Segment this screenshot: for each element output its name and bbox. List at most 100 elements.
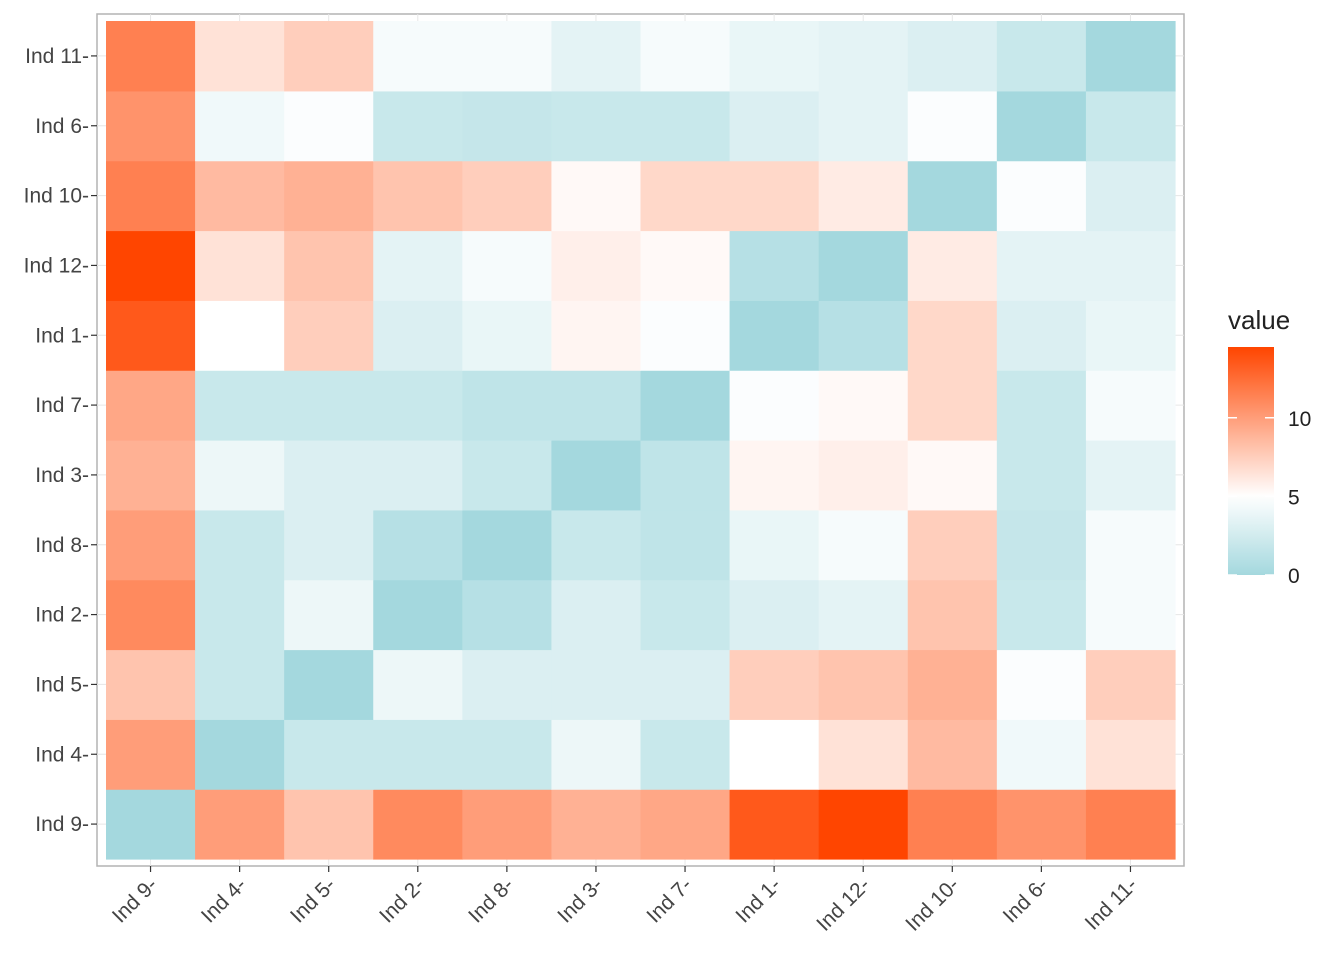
heatmap-cell	[106, 719, 196, 790]
heatmap-cell	[106, 440, 196, 511]
heatmap-cell	[284, 230, 374, 301]
heatmap-cell	[373, 21, 463, 92]
heatmap-cell	[106, 509, 196, 581]
heatmap-cell	[195, 370, 285, 441]
heatmap-cell	[1085, 649, 1176, 720]
heatmap-cell	[907, 579, 998, 651]
heatmap-cell	[1085, 300, 1176, 371]
heatmap-cell	[551, 300, 642, 371]
heatmap-cell	[640, 90, 731, 162]
heatmap-cell	[195, 649, 285, 720]
heatmap-cell	[1085, 21, 1176, 92]
heatmap-cell	[729, 160, 820, 232]
heatmap-cell	[373, 160, 463, 232]
heatmap-cell	[373, 370, 463, 441]
x-axis: Ind 9- Ind 4- Ind 5- Ind 2- Ind 8- Ind 3- Ind …	[108, 866, 1142, 936]
heatmap-cell	[640, 370, 731, 441]
heatmap-cell	[195, 579, 285, 651]
heatmap-cell	[106, 230, 196, 301]
x-tick-label: Ind 10-	[901, 873, 964, 936]
y-tick-label: Ind 4-	[35, 743, 89, 766]
heatmap-cell	[729, 370, 820, 441]
heatmap-cell	[1085, 509, 1176, 581]
heatmap-cell	[640, 230, 731, 301]
heatmap-cell	[729, 789, 820, 860]
heatmap-cell	[818, 230, 909, 301]
heatmap-cell	[729, 300, 820, 371]
heatmap-cell	[462, 370, 553, 441]
heatmap-cell	[996, 440, 1087, 511]
y-tick-label: Ind 9-	[35, 813, 89, 836]
x-tick-label: Ind 6-	[999, 873, 1053, 927]
legend: value 0 5 10	[1228, 305, 1311, 588]
y-tick-label: Ind 11-	[25, 45, 89, 68]
heatmap-cell	[551, 370, 642, 441]
heatmap-cell	[462, 719, 553, 790]
heatmap-cells	[106, 21, 1176, 860]
heatmap-cell	[729, 440, 820, 511]
heatmap-cell	[551, 649, 642, 720]
heatmap-cell	[284, 90, 374, 162]
heatmap-cell	[1085, 160, 1176, 232]
heatmap-cell	[106, 160, 196, 232]
heatmap-cell	[551, 160, 642, 232]
heatmap-cell	[462, 440, 553, 511]
heatmap-cell	[551, 90, 642, 162]
heatmap-cell	[907, 21, 998, 92]
heatmap-cell	[818, 300, 909, 371]
heatmap-cell	[462, 90, 553, 162]
heatmap-cell	[729, 649, 820, 720]
heatmap-cell	[284, 579, 374, 651]
heatmap-cell	[996, 160, 1087, 232]
heatmap-cell	[373, 719, 463, 790]
heatmap-cell	[106, 789, 196, 860]
heatmap-cell	[1085, 90, 1176, 162]
heatmap-cell	[106, 90, 196, 162]
x-tick-label: Ind 9-	[108, 873, 162, 927]
legend-tick-label: 5	[1288, 486, 1300, 509]
heatmap-cell	[907, 370, 998, 441]
heatmap-cell	[551, 579, 642, 651]
heatmap-cell	[818, 509, 909, 581]
heatmap-cell	[195, 90, 285, 162]
heatmap-cell	[640, 440, 731, 511]
heatmap-cell	[462, 509, 553, 581]
heatmap-cell	[996, 579, 1087, 651]
heatmap-cell	[818, 21, 909, 92]
heatmap-cell	[996, 789, 1087, 860]
x-tick-label: Ind 3-	[553, 873, 607, 927]
heatmap-cell	[106, 370, 196, 441]
heatmap-cell	[640, 719, 731, 790]
heatmap-cell	[462, 649, 553, 720]
heatmap-cell	[551, 21, 642, 92]
heatmap-cell	[284, 509, 374, 581]
heatmap-cell	[729, 719, 820, 790]
heatmap-cell	[373, 649, 463, 720]
heatmap-cell	[462, 160, 553, 232]
heatmap-cell	[818, 370, 909, 441]
heatmap-cell	[373, 90, 463, 162]
y-axis: Ind 9- Ind 4- Ind 5- Ind 2- Ind 8- Ind 3- Ind …	[24, 45, 97, 836]
heatmap-cell	[640, 579, 731, 651]
x-tick-label: Ind 7-	[642, 873, 696, 927]
heatmap-cell	[1085, 719, 1176, 790]
heatmap-cell	[818, 719, 909, 790]
heatmap-cell	[996, 649, 1087, 720]
heatmap-cell	[907, 719, 998, 790]
heatmap-cell	[284, 21, 374, 92]
heatmap-cell	[195, 160, 285, 232]
heatmap-cell	[907, 230, 998, 301]
heatmap-cell	[996, 300, 1087, 371]
x-tick-label: Ind 4-	[197, 873, 251, 927]
heatmap-cell	[640, 21, 731, 92]
heatmap-cell	[818, 440, 909, 511]
heatmap-cell	[284, 719, 374, 790]
heatmap-cell	[996, 230, 1087, 301]
legend-tick-label: 10	[1288, 408, 1311, 431]
heatmap-cell	[640, 789, 731, 860]
heatmap-cell	[1085, 579, 1176, 651]
heatmap-cell	[284, 300, 374, 371]
heatmap-cell	[1085, 789, 1176, 860]
heatmap-cell	[907, 90, 998, 162]
